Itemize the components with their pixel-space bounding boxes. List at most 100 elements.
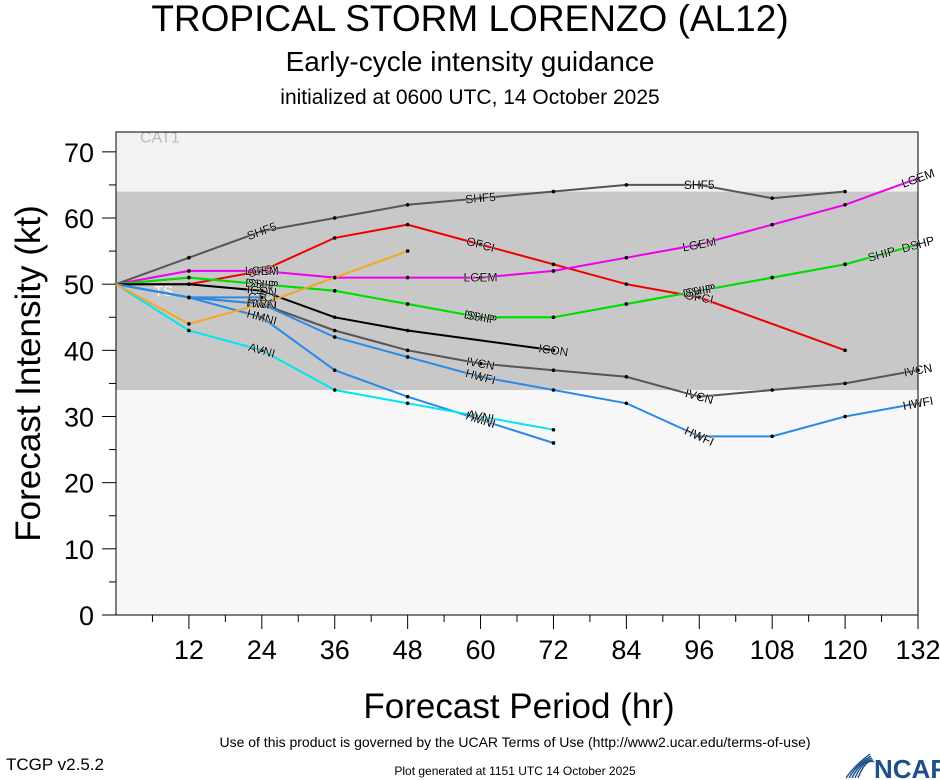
data-point-hwfi <box>478 375 483 379</box>
data-point-aemi <box>332 275 337 280</box>
data-point-ship <box>187 275 191 280</box>
data-point-lgem <box>770 222 774 227</box>
series-label-ship: SHIP <box>466 308 496 327</box>
data-point-shf5 <box>187 255 191 260</box>
x-tick-label: 12 <box>174 635 204 665</box>
x-tick-label: 120 <box>823 635 868 665</box>
series-line-avni <box>115 283 554 431</box>
data-point-ship <box>624 302 629 306</box>
logo-swoosh <box>854 759 874 779</box>
data-point-ofci <box>624 282 629 286</box>
series-label-dshp: DSHP <box>682 281 717 301</box>
data-point-hwfi <box>697 434 702 439</box>
generation-time: Plot generated at 1151 UTC 14 October 20… <box>394 764 636 778</box>
data-point-aemi <box>260 302 264 306</box>
y-tick-label: 10 <box>64 535 94 565</box>
data-point-hmni <box>260 315 264 320</box>
data-point-ship <box>770 275 774 280</box>
data-point-shf5 <box>260 229 264 234</box>
data-point-shf5 <box>624 183 629 187</box>
data-point-icon <box>260 288 264 293</box>
data-point-hwfi <box>405 355 410 359</box>
series-label-shf5: SHF5 <box>465 190 497 207</box>
data-point-avni <box>260 348 264 353</box>
data-point-icon <box>551 348 556 353</box>
data-point-hwfi <box>770 434 774 439</box>
data-point-ofci <box>478 242 483 247</box>
series-line-ofci <box>116 223 846 352</box>
series-label-avni: AVNI <box>466 407 495 426</box>
series-line-lgem <box>115 177 919 286</box>
logo-swoosh <box>857 760 875 779</box>
data-point-lgem <box>551 269 556 273</box>
data-point-ship <box>478 315 483 320</box>
y-tick-label: 20 <box>64 469 94 499</box>
series-line-ship <box>115 243 919 319</box>
data-point-shf5 <box>478 196 483 200</box>
x-tick-label: 24 <box>247 635 277 665</box>
chart-title: TROPICAL STORM LORENZO (AL12) <box>151 0 789 39</box>
data-point-icon <box>405 328 410 333</box>
series-label-lgem: LGEM <box>464 271 498 285</box>
data-point-ivcn <box>551 368 556 372</box>
series-label-ctci: CTCI <box>248 290 276 304</box>
series-label-hwfi: HWFI <box>246 296 278 313</box>
data-point-ivcn <box>843 381 847 386</box>
data-point-ivcn <box>478 361 483 366</box>
data-point-icon <box>187 282 191 286</box>
data-point-aemi <box>405 249 410 253</box>
data-point-lgem <box>697 242 702 247</box>
logo-swoosh <box>845 753 871 779</box>
series-label-ivcn: IVCN <box>465 354 496 373</box>
data-point-ctci <box>260 295 264 300</box>
intensity-band-ts <box>116 191 918 391</box>
series-avni <box>115 283 556 432</box>
data-point-hwfi <box>332 335 337 339</box>
intensity-band-cat1 <box>116 132 918 192</box>
data-point-ofci <box>697 295 702 300</box>
series-ctci <box>115 283 264 300</box>
logo-swoosh <box>848 755 872 779</box>
data-point-lgem <box>260 269 264 273</box>
data-point-hwfi <box>551 388 556 392</box>
series-icon <box>116 282 556 353</box>
data-point-hmni <box>551 441 556 445</box>
series-shf5 <box>115 183 847 286</box>
series-aemi <box>115 249 410 326</box>
logo-swoosh <box>851 757 873 779</box>
series-label-icon: ICON <box>538 341 570 359</box>
series-label-hwfi: HWFI <box>902 394 935 413</box>
series-label-dshp: DSHP <box>245 276 279 293</box>
data-point-ivcn <box>697 394 702 399</box>
data-point-lgem <box>916 176 920 181</box>
intensity-chart: TS CAT1 0 10 20 30 40 50 60 70 12 24 36 48 60 72 84 96 108… <box>9 130 940 726</box>
data-point-ship <box>405 302 410 306</box>
logo-text: NCAR <box>874 754 940 780</box>
terms-of-use-notice: Use of this product is governed by the U… <box>219 734 811 750</box>
ncar-logo: NCAR <box>845 753 940 780</box>
data-point-hmni <box>332 368 337 372</box>
x-tick-label: 36 <box>320 635 350 665</box>
series-line-hwfi <box>115 283 919 438</box>
data-point-ship <box>332 288 337 293</box>
series-label-shf5: SHF5 <box>684 178 715 192</box>
data-point-lgem <box>478 275 483 280</box>
data-point-ship <box>916 242 920 247</box>
data-point-ivcn <box>624 375 629 379</box>
data-point-hwfi <box>624 401 629 406</box>
data-point-avni <box>551 427 556 432</box>
data-point-lgem <box>187 269 191 273</box>
series-label-lgem: LGEM <box>245 264 279 278</box>
y-tick-label: 70 <box>64 138 94 168</box>
series-ship <box>115 242 920 320</box>
data-point-lgem <box>405 275 410 280</box>
data-point-shf5 <box>332 216 337 220</box>
y-tick-label: 0 <box>79 601 94 631</box>
y-tick-label: 60 <box>64 204 94 234</box>
data-point-shf5 <box>770 196 774 200</box>
x-axis-label: Forecast Period (hr) <box>363 687 674 726</box>
data-point-ofci <box>551 262 556 267</box>
series-label-ivcn: IVCN <box>903 361 934 380</box>
data-point-ivcn <box>916 368 920 372</box>
data-point-aemi <box>187 322 191 326</box>
